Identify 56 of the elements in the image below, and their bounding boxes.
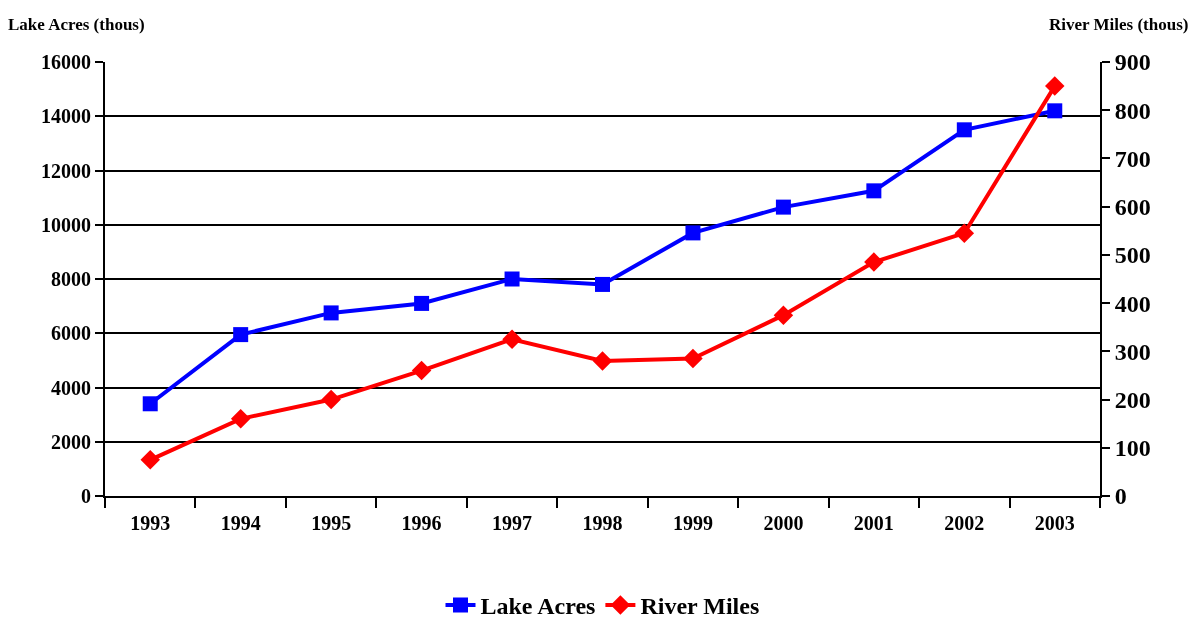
y-axis-title: Lake Acres (thous) xyxy=(8,15,145,34)
point xyxy=(142,396,158,412)
y2-tick-label: 600 xyxy=(1114,194,1151,221)
y-tick-label: 12000 xyxy=(41,159,91,182)
x-tick-label: 1999 xyxy=(672,512,713,534)
x-tick-label: 2003 xyxy=(1034,512,1075,534)
legend-label: River Miles xyxy=(640,593,760,620)
y2-axis-title: River Miles (thous) xyxy=(1049,15,1189,34)
y2-tick-label: 300 xyxy=(1114,338,1151,365)
y-tick-label: 8000 xyxy=(51,268,91,290)
point xyxy=(775,199,791,215)
point xyxy=(502,329,522,350)
y2-tick-label: 800 xyxy=(1114,97,1151,124)
x-tick-label: 1997 xyxy=(492,512,533,534)
x-tick-label: 1998 xyxy=(582,512,623,534)
y-tick-label: 4000 xyxy=(51,376,91,399)
x-tick-label: 1996 xyxy=(401,512,442,534)
point xyxy=(1047,103,1063,119)
point xyxy=(954,223,975,243)
point xyxy=(595,276,610,292)
legend-label: Lake Acres xyxy=(480,593,596,620)
point xyxy=(230,409,251,429)
point xyxy=(685,225,701,241)
x-tick-label: 1993 xyxy=(130,512,171,534)
y2-tick-label: 100 xyxy=(1114,435,1151,462)
point xyxy=(864,252,884,272)
y2-tick-label: 400 xyxy=(1114,290,1151,317)
point xyxy=(773,305,794,325)
y-tick-label: 0 xyxy=(81,485,91,507)
y2-tick-label: 700 xyxy=(1114,145,1151,172)
x-tick-label: 1995 xyxy=(311,512,352,534)
x-tick-label: 2001 xyxy=(853,512,894,534)
y-tick-label: 6000 xyxy=(51,322,91,345)
point xyxy=(233,327,249,343)
point xyxy=(321,389,341,410)
point xyxy=(411,360,432,381)
y2-tick-label: 200 xyxy=(1114,386,1151,413)
point xyxy=(683,348,703,369)
x-tick-label: 2002 xyxy=(944,512,985,534)
y2-tick-label: 0 xyxy=(1114,483,1127,510)
y-tick-label: 10000 xyxy=(41,213,91,236)
y-tick-label: 16000 xyxy=(41,51,91,73)
y-tick-label: 14000 xyxy=(41,105,91,128)
point xyxy=(504,271,520,287)
point xyxy=(956,122,972,138)
y-tick-label: 2000 xyxy=(51,430,91,453)
y2-tick-label: 500 xyxy=(1114,242,1151,269)
x-tick-label: 2000 xyxy=(763,512,804,534)
y2-tick-label: 900 xyxy=(1114,49,1151,76)
point xyxy=(414,295,430,311)
point xyxy=(592,351,613,371)
x-tick-label: 1994 xyxy=(220,512,261,534)
point xyxy=(1045,76,1065,96)
point xyxy=(140,450,160,470)
point xyxy=(323,305,339,321)
point xyxy=(866,183,882,199)
